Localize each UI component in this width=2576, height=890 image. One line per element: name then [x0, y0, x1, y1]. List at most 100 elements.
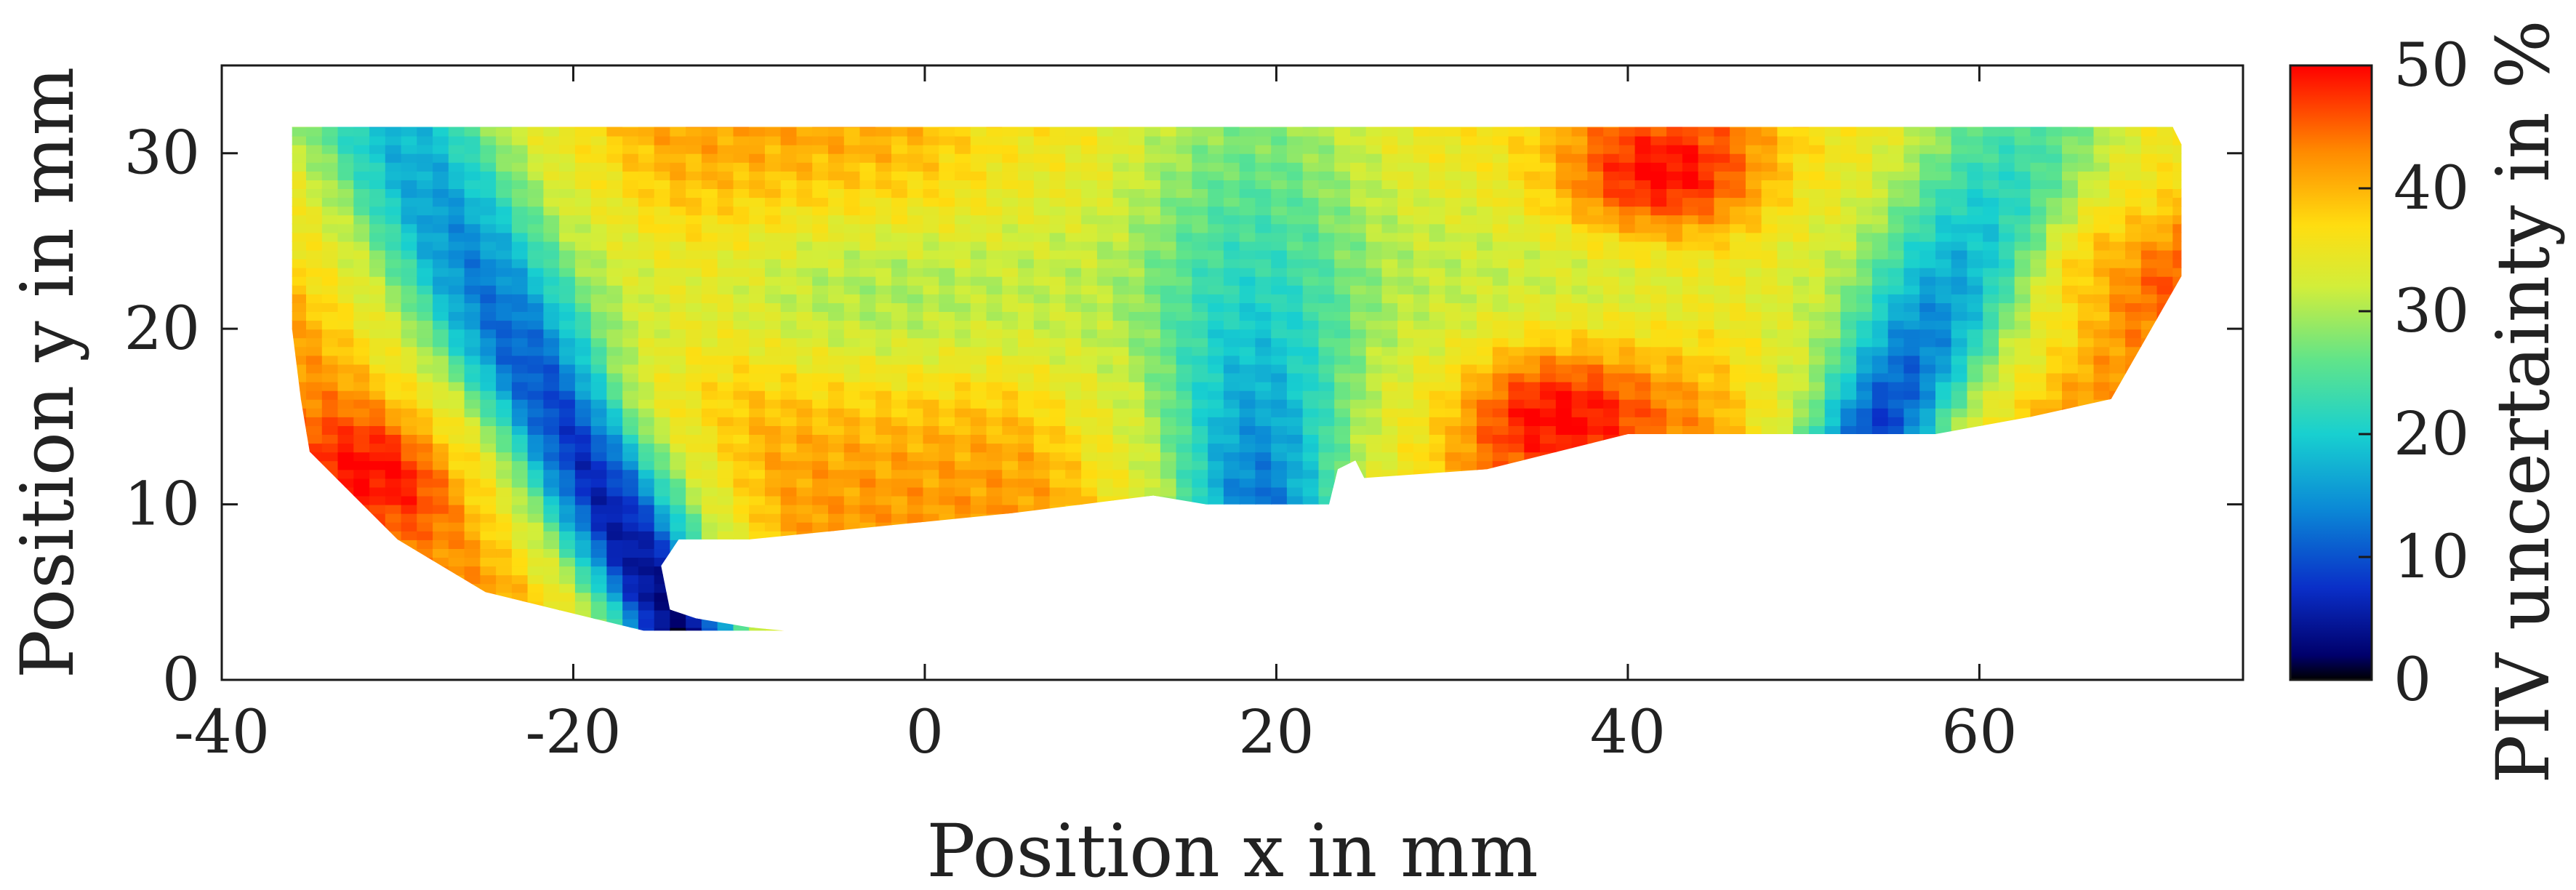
heatmap-cell	[574, 592, 592, 602]
heatmap-cell	[369, 618, 386, 628]
heatmap-cell	[1239, 329, 1256, 339]
heatmap-cell	[543, 583, 561, 593]
heatmap-cell	[1524, 197, 1541, 207]
heatmap-cell	[654, 364, 671, 374]
heatmap-cell	[1318, 267, 1336, 277]
heatmap-cell	[496, 249, 513, 260]
heatmap-cell	[955, 372, 971, 382]
heatmap-cell	[1255, 267, 1272, 277]
heatmap-cell	[292, 452, 308, 462]
heatmap-cell	[1524, 390, 1541, 400]
heatmap-cell	[796, 311, 814, 321]
heatmap-cell	[275, 469, 292, 478]
heatmap-cell	[1081, 521, 1098, 532]
heatmap-cell	[796, 557, 814, 567]
heatmap-cell	[1065, 276, 1083, 286]
heatmap-cell	[511, 364, 529, 374]
heatmap-cell	[574, 364, 592, 374]
heatmap-cell	[638, 215, 655, 225]
heatmap-cell	[654, 469, 671, 479]
heatmap-cell	[701, 601, 718, 611]
heatmap-cell	[955, 583, 971, 593]
heatmap-cell	[1555, 627, 1573, 631]
heatmap-cell	[1081, 337, 1098, 348]
heatmap-cell	[638, 249, 655, 260]
heatmap-cell	[1192, 241, 1209, 251]
heatmap-cell	[1318, 443, 1336, 453]
heatmap-cell	[606, 592, 624, 602]
heatmap-cell	[306, 583, 323, 593]
heatmap-cell	[812, 539, 829, 549]
heatmap-cell	[1160, 548, 1177, 558]
heatmap-cell	[1049, 513, 1067, 523]
heatmap-cell	[1524, 127, 1541, 137]
heatmap-cell	[1096, 627, 1114, 631]
heatmap-cell	[1508, 311, 1525, 321]
heatmap-cell	[1065, 127, 1083, 128]
heatmap-cell	[559, 539, 576, 549]
heatmap-cell	[1397, 232, 1414, 242]
heatmap-cell	[1096, 364, 1114, 374]
heatmap-cell	[1350, 486, 1367, 497]
heatmap-cell	[1255, 609, 1272, 620]
heatmap-cell	[717, 223, 734, 233]
heatmap-cell	[891, 566, 908, 576]
heatmap-cell	[1461, 504, 1478, 514]
heatmap-cell	[1160, 416, 1177, 426]
heatmap-cell	[1350, 161, 1367, 172]
heatmap-cell	[955, 434, 971, 444]
heatmap-cell	[275, 311, 292, 321]
heatmap-cell	[717, 495, 734, 505]
heatmap-cell	[353, 416, 371, 426]
heatmap-cell	[622, 249, 639, 260]
heatmap-cell	[1381, 521, 1399, 532]
heatmap-cell	[417, 609, 434, 620]
heatmap-cell	[574, 460, 592, 470]
heatmap-cell	[337, 355, 355, 365]
heatmap-cell	[939, 179, 956, 189]
heatmap-cell	[1081, 390, 1098, 400]
heatmap-cell	[337, 329, 355, 339]
heatmap-cell	[1318, 320, 1336, 330]
heatmap-cell	[749, 346, 766, 356]
heatmap-cell	[606, 443, 624, 453]
heatmap-cell	[733, 364, 750, 374]
heatmap-cell	[1318, 144, 1336, 154]
heatmap-cell	[1302, 521, 1320, 532]
heatmap-cell	[1429, 170, 1446, 180]
heatmap-cell	[464, 469, 481, 479]
heatmap-cell	[306, 609, 323, 620]
heatmap-cell	[590, 557, 608, 567]
heatmap-cell	[1018, 504, 1035, 514]
heatmap-cell	[464, 161, 481, 172]
heatmap-cell	[1223, 469, 1240, 479]
heatmap-cell	[1381, 407, 1399, 417]
heatmap-cell	[306, 592, 323, 602]
heatmap-cell	[590, 337, 608, 348]
heatmap-cell	[1144, 504, 1161, 514]
heatmap-cell	[433, 372, 449, 382]
heatmap-cell	[1429, 364, 1446, 374]
heatmap-cell	[306, 215, 323, 225]
heatmap-cell	[986, 302, 1003, 312]
heatmap-cell	[970, 434, 987, 444]
heatmap-cell	[511, 223, 529, 233]
heatmap-cell	[749, 452, 766, 462]
heatmap-cell	[670, 372, 687, 382]
heatmap-cell	[907, 302, 924, 312]
heatmap-cell	[306, 346, 323, 356]
heatmap-cell	[1302, 223, 1320, 233]
heatmap-cell	[1096, 592, 1114, 602]
heatmap-cell	[1413, 636, 1430, 646]
heatmap-cell	[1033, 557, 1051, 567]
heatmap-cell	[543, 381, 561, 391]
heatmap-cell	[1381, 311, 1399, 321]
heatmap-cell	[543, 469, 561, 479]
heatmap-cell	[1318, 381, 1336, 391]
heatmap-cell	[1144, 144, 1161, 154]
heatmap-cell	[385, 197, 402, 207]
heatmap-cell	[701, 329, 718, 339]
heatmap-cell	[733, 355, 750, 365]
heatmap-cell	[670, 636, 686, 646]
heatmap-cell	[1413, 206, 1430, 216]
